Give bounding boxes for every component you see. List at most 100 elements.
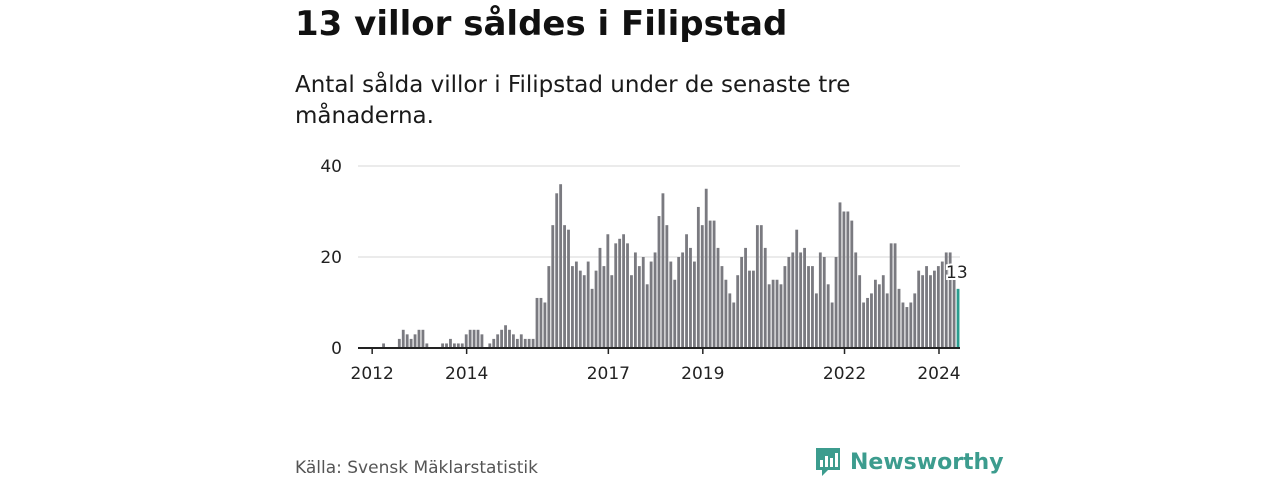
y-axis-ticks: 0 20 40 [320, 157, 342, 359]
bar [787, 257, 791, 348]
chart-subtitle: Antal sålda villor i Filipstad under de … [295, 72, 851, 129]
bar [779, 284, 783, 348]
x-tick-label: 2019 [681, 364, 724, 384]
bar [594, 270, 598, 348]
bar [519, 334, 523, 348]
bar [763, 247, 767, 348]
bar [909, 302, 913, 348]
bar [700, 225, 704, 348]
bar [933, 270, 936, 348]
bar [606, 234, 610, 348]
bar [846, 211, 850, 348]
bar [708, 220, 712, 348]
bar [665, 225, 669, 348]
bar [653, 252, 657, 348]
bar [641, 257, 645, 348]
bar [508, 329, 511, 348]
bar [633, 252, 637, 348]
bar [602, 266, 606, 348]
x-tick-label: 2024 [917, 364, 960, 384]
bar [401, 329, 405, 348]
bar [496, 334, 500, 348]
bar [488, 343, 492, 348]
bar [480, 334, 484, 348]
bar [626, 243, 629, 348]
bar [704, 188, 708, 348]
bar [905, 307, 909, 348]
bar [614, 243, 618, 348]
bar [460, 343, 464, 348]
bar [649, 261, 653, 348]
bar [539, 297, 543, 348]
bar [547, 266, 551, 348]
bar [689, 247, 692, 348]
bar-chart: 0 20 40 2012 2014 2017 2019 2022 2024 13 [320, 157, 969, 384]
bar [452, 343, 456, 348]
bar [645, 284, 649, 348]
bar [925, 266, 928, 348]
bar [870, 293, 873, 348]
bar [748, 270, 751, 348]
bar [618, 238, 622, 348]
bar [771, 279, 775, 348]
bar [877, 284, 881, 348]
bar [590, 288, 594, 348]
bar [716, 247, 720, 348]
x-tick-label: 2012 [351, 364, 394, 384]
bar [456, 343, 460, 348]
bar [685, 234, 688, 348]
bar [720, 266, 724, 348]
bar [610, 275, 614, 348]
bar [500, 329, 504, 348]
bar [948, 252, 952, 348]
bar [630, 275, 633, 348]
bar [944, 252, 948, 348]
bar [571, 266, 574, 348]
bar [413, 334, 417, 348]
x-tick-label: 2022 [823, 364, 866, 384]
bar [850, 220, 854, 348]
bar [807, 266, 810, 348]
bar [929, 275, 932, 348]
bar [551, 225, 555, 348]
bar [574, 261, 578, 348]
bar [382, 343, 385, 348]
brand-name: Newsworthy [850, 449, 1004, 475]
bar [838, 202, 842, 348]
bar [405, 334, 409, 348]
bar [622, 234, 625, 348]
source-note: Källa: Svensk Mäklarstatistik [295, 458, 538, 478]
bar [826, 284, 830, 348]
bar [889, 243, 893, 348]
bar [555, 193, 559, 348]
bar [842, 211, 846, 348]
bar [921, 275, 925, 348]
bar [952, 279, 956, 348]
bar [854, 252, 858, 348]
bar-highlight [956, 288, 960, 348]
bar [512, 334, 515, 348]
bar [913, 293, 917, 348]
bar [468, 329, 472, 348]
bar [740, 257, 744, 348]
bar [897, 288, 901, 348]
bar [755, 225, 759, 348]
bar [543, 302, 547, 348]
y-tick-label: 0 [331, 339, 342, 359]
bar [445, 343, 448, 348]
bar [881, 275, 885, 348]
bar [693, 261, 696, 348]
bar [783, 266, 787, 348]
bar [492, 338, 496, 348]
bar [523, 338, 527, 348]
bar [732, 302, 736, 348]
bar [862, 302, 866, 348]
y-tick-label: 40 [320, 157, 342, 177]
brand-logo[interactable]: Newsworthy [814, 446, 1004, 478]
y-tick-label: 20 [320, 248, 342, 268]
bar [669, 261, 673, 348]
bar [535, 297, 539, 348]
bar [744, 247, 747, 348]
bar [728, 293, 732, 348]
bar [818, 252, 822, 348]
